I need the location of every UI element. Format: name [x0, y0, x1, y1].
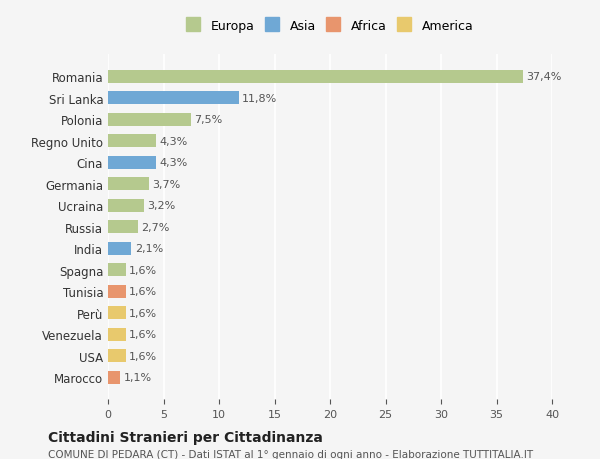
Text: 1,6%: 1,6%: [129, 286, 157, 297]
Text: 2,7%: 2,7%: [142, 222, 170, 232]
Bar: [108, 263, 126, 276]
Bar: [108, 371, 120, 384]
Bar: [108, 307, 126, 319]
Text: 1,1%: 1,1%: [124, 372, 152, 382]
Text: 4,3%: 4,3%: [159, 136, 187, 146]
Bar: [108, 199, 143, 212]
Bar: [108, 92, 239, 105]
Bar: [108, 157, 156, 169]
Text: Cittadini Stranieri per Cittadinanza: Cittadini Stranieri per Cittadinanza: [48, 430, 323, 444]
Bar: [108, 328, 126, 341]
Text: 1,6%: 1,6%: [129, 308, 157, 318]
Text: 11,8%: 11,8%: [242, 94, 278, 104]
Text: 7,5%: 7,5%: [194, 115, 223, 125]
Bar: [108, 285, 126, 298]
Bar: [108, 221, 138, 234]
Bar: [108, 71, 523, 84]
Text: 1,6%: 1,6%: [129, 351, 157, 361]
Bar: [108, 178, 149, 191]
Text: 3,7%: 3,7%: [152, 179, 181, 189]
Legend: Europa, Asia, Africa, America: Europa, Asia, Africa, America: [182, 17, 478, 37]
Bar: [108, 113, 191, 127]
Text: 37,4%: 37,4%: [526, 72, 562, 82]
Bar: [108, 349, 126, 362]
Text: COMUNE DI PEDARA (CT) - Dati ISTAT al 1° gennaio di ogni anno - Elaborazione TUT: COMUNE DI PEDARA (CT) - Dati ISTAT al 1°…: [48, 449, 533, 459]
Text: 2,1%: 2,1%: [134, 244, 163, 254]
Text: 1,6%: 1,6%: [129, 330, 157, 339]
Text: 1,6%: 1,6%: [129, 265, 157, 275]
Bar: [108, 242, 131, 255]
Bar: [108, 135, 156, 148]
Text: 3,2%: 3,2%: [147, 201, 175, 211]
Text: 4,3%: 4,3%: [159, 158, 187, 168]
